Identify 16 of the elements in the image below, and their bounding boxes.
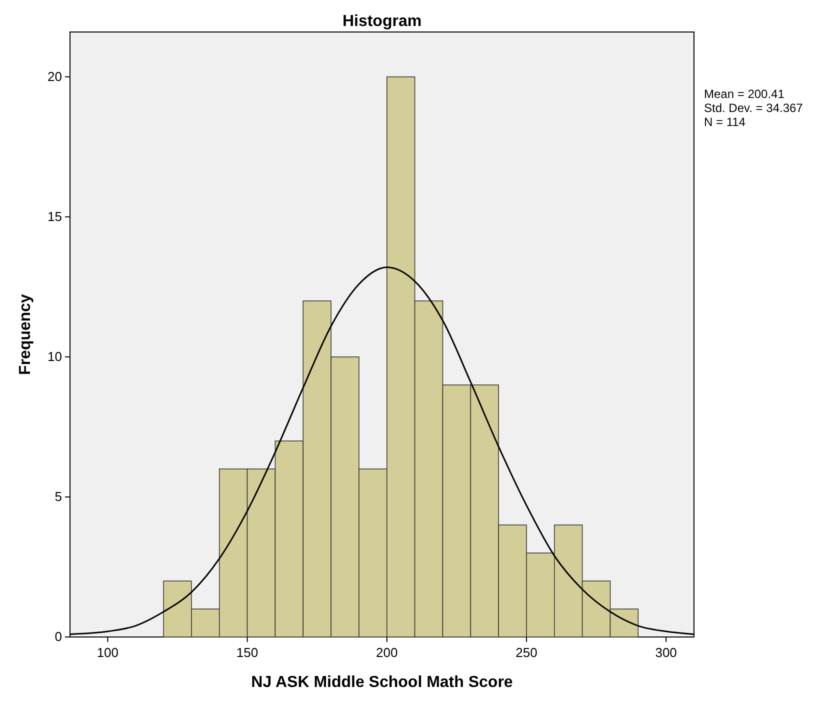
x-tick-label: 250 <box>516 645 538 660</box>
x-tick-label: 100 <box>96 645 119 660</box>
x-tick-label: 300 <box>655 645 677 660</box>
chart-title: Histogram <box>342 13 422 30</box>
x-tick-label: 150 <box>236 645 258 660</box>
y-tick-label: 0 <box>54 629 62 644</box>
y-tick-label: 15 <box>48 208 62 224</box>
y-tick-label: 10 <box>48 348 62 364</box>
y-tick-label: 20 <box>48 68 62 84</box>
y-tick-label: 5 <box>54 488 62 504</box>
text: N = 114 <box>704 115 746 129</box>
x-tick-label: 200 <box>376 645 398 660</box>
text: Mean = 200.41 <box>704 87 785 101</box>
text: Std. Dev. = 34.367 <box>704 101 804 115</box>
y-axis-title: Frequency <box>17 294 34 375</box>
x-axis-title: NJ ASK Middle School Math Score <box>251 674 513 691</box>
